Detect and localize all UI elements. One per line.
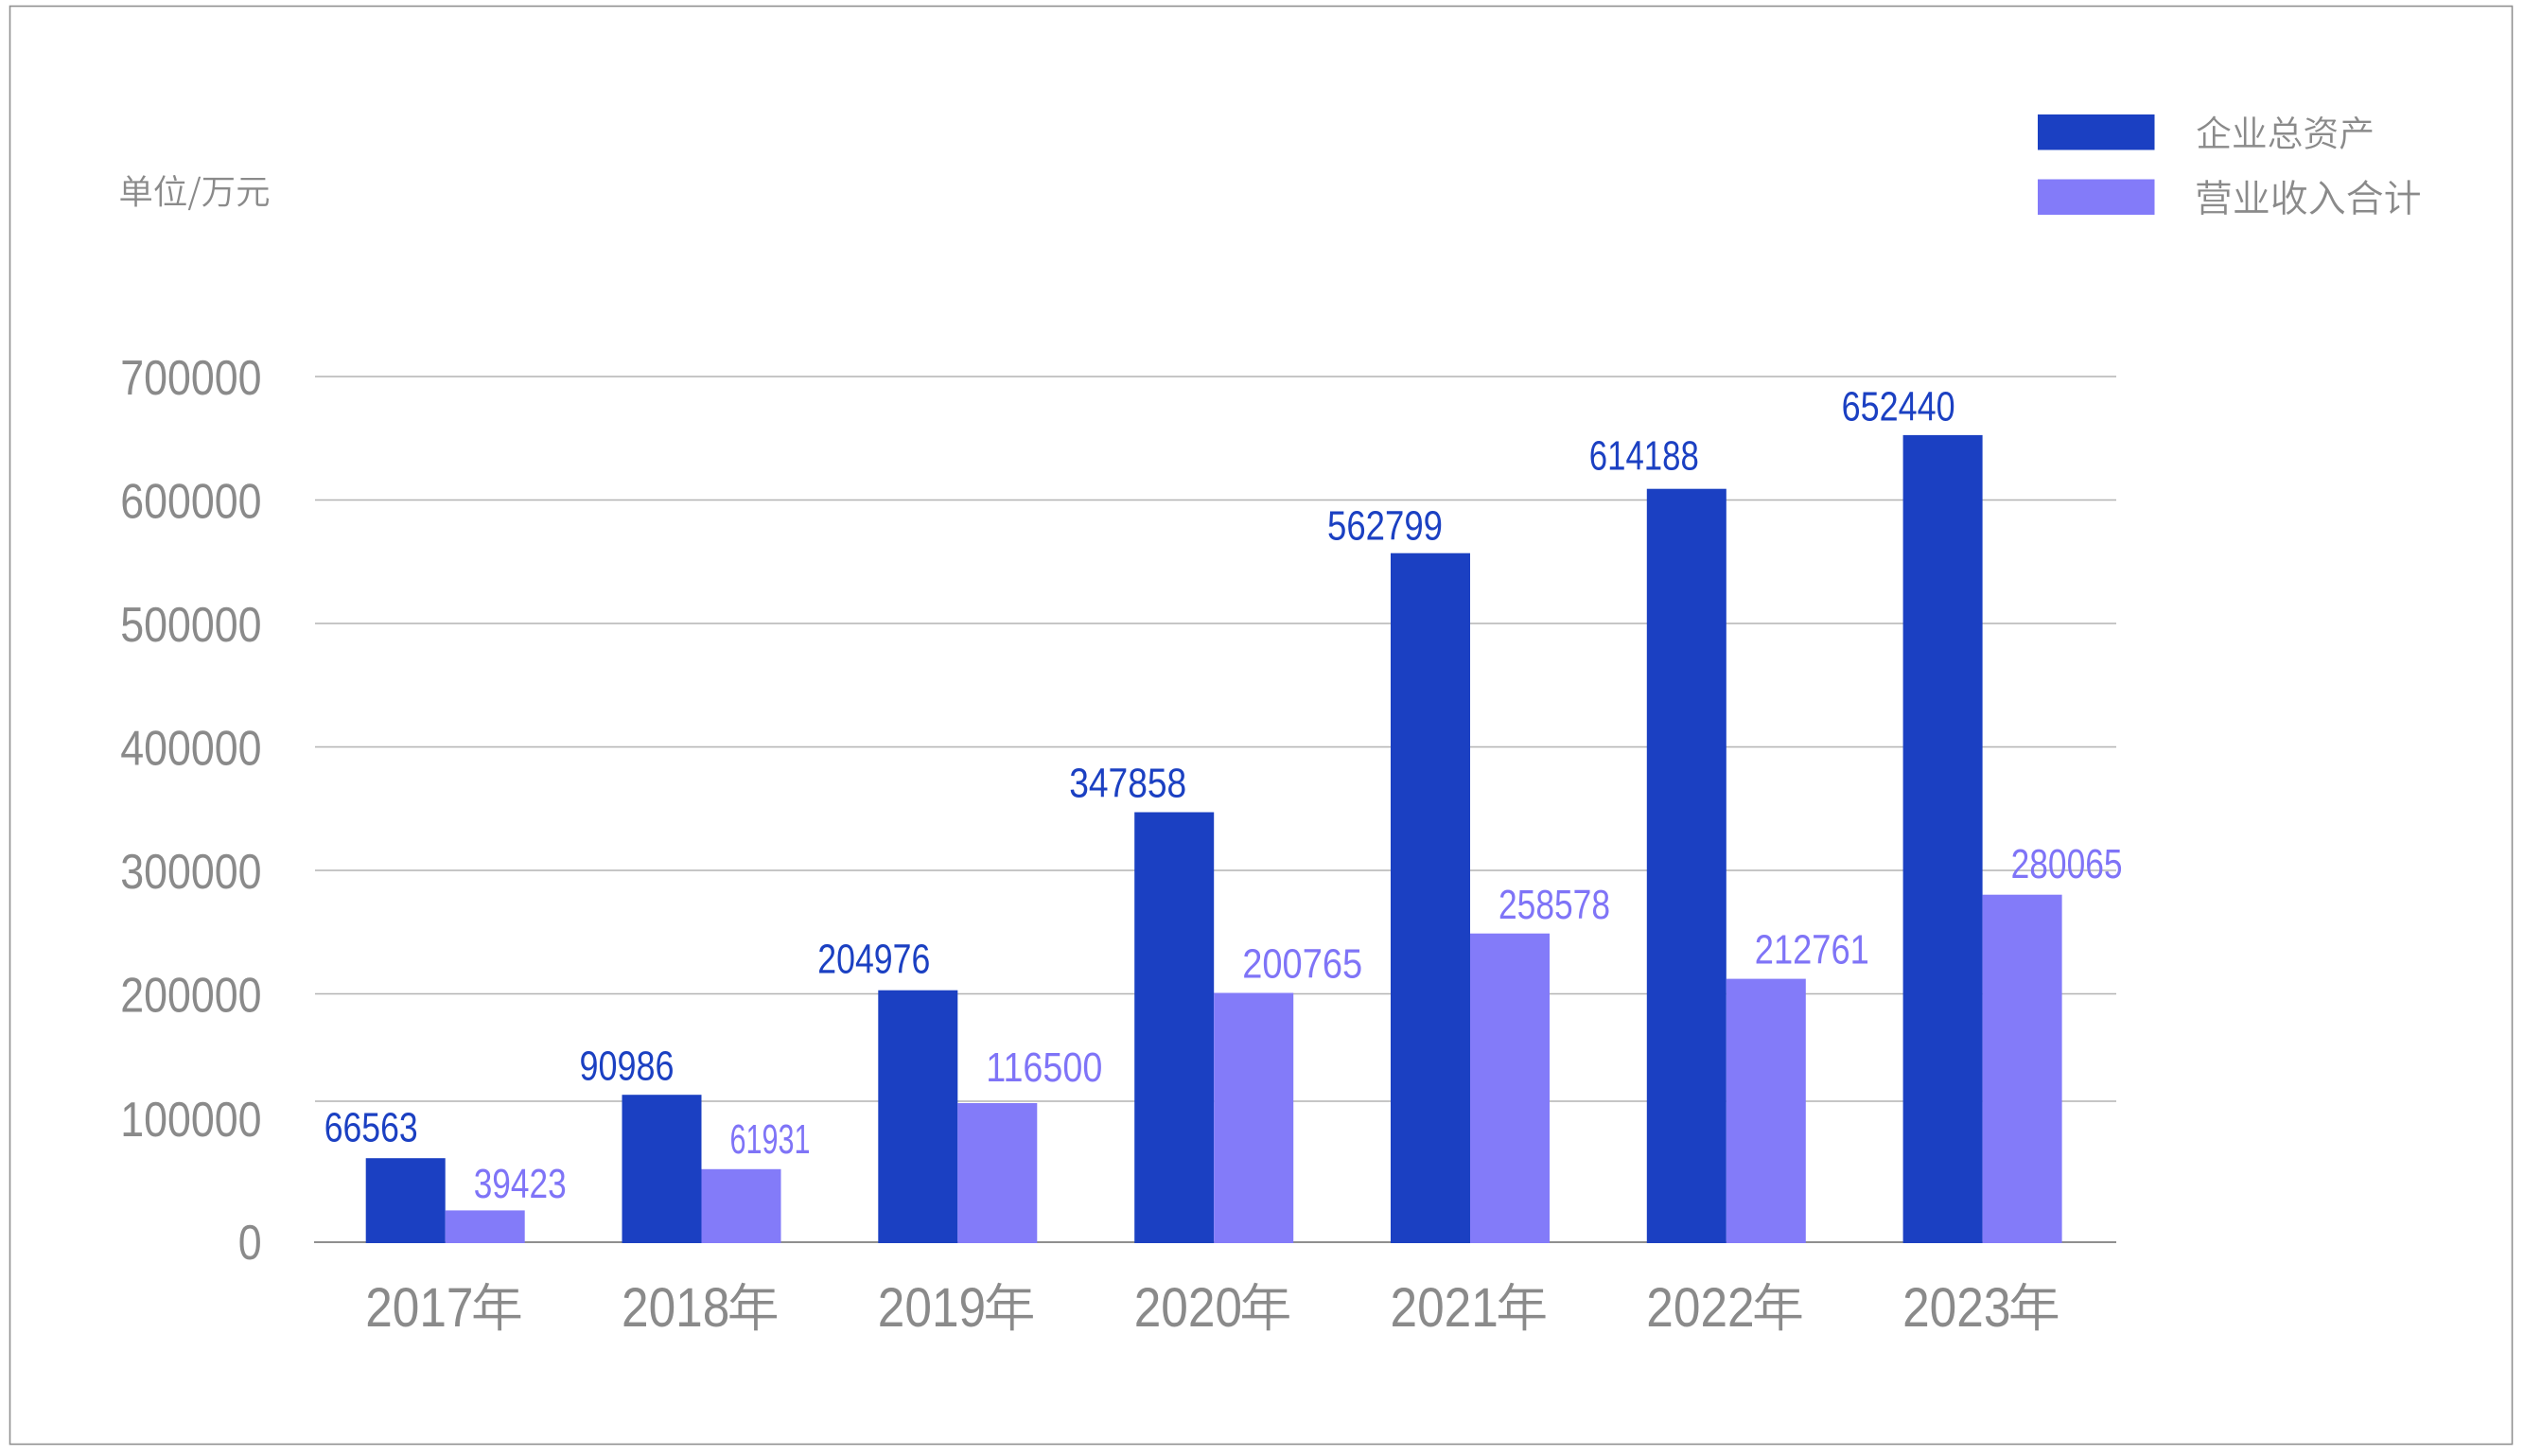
svg-text:2020: 2020	[1134, 1277, 1242, 1339]
svg-text:116500: 116500	[986, 1044, 1102, 1091]
svg-text:258578: 258578	[1499, 882, 1610, 928]
svg-text:280065: 280065	[2011, 841, 2123, 887]
svg-text:562799: 562799	[1327, 503, 1443, 550]
svg-text:0: 0	[238, 1216, 262, 1271]
svg-text:61931: 61931	[730, 1116, 811, 1163]
svg-text:2019: 2019	[878, 1277, 986, 1339]
svg-text:652440: 652440	[1842, 384, 1955, 430]
svg-text:90986: 90986	[580, 1044, 675, 1090]
svg-text:614188: 614188	[1589, 433, 1699, 480]
svg-text:600000: 600000	[120, 475, 261, 530]
svg-text:2023: 2023	[1902, 1277, 2010, 1339]
svg-text:200765: 200765	[1242, 941, 1362, 988]
svg-text:347858: 347858	[1069, 761, 1186, 807]
svg-text:2021: 2021	[1391, 1277, 1499, 1339]
svg-text:400000: 400000	[120, 722, 261, 777]
svg-text:100000: 100000	[120, 1093, 261, 1148]
svg-text:2018: 2018	[622, 1277, 729, 1339]
svg-text:500000: 500000	[120, 598, 261, 653]
svg-text:212761: 212761	[1755, 927, 1869, 974]
svg-text:66563: 66563	[324, 1105, 418, 1151]
svg-text:300000: 300000	[120, 845, 261, 900]
svg-text:39423: 39423	[474, 1161, 567, 1207]
svg-text:2022: 2022	[1646, 1277, 1754, 1339]
svg-text:700000: 700000	[120, 351, 261, 406]
svg-text:2017: 2017	[365, 1277, 473, 1339]
svg-text:200000: 200000	[120, 969, 261, 1024]
svg-text:204976: 204976	[817, 937, 930, 983]
